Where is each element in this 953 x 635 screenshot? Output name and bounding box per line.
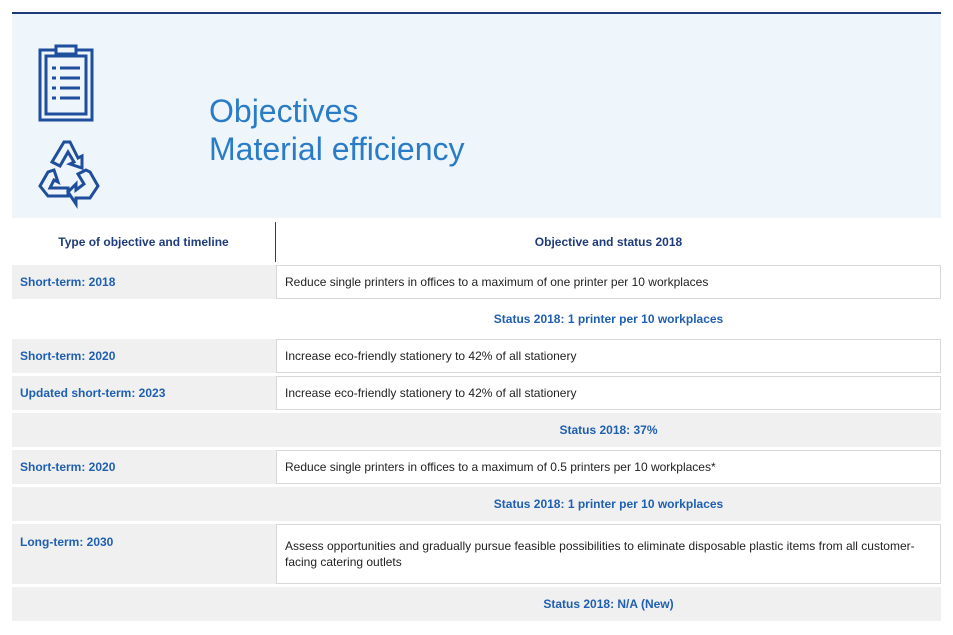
status-row: Status 2018: N/A (New) — [12, 587, 941, 621]
column-header: Type of objective and timeline — [12, 222, 276, 262]
objective-row: Long-term: 2030 Assess opportunities and … — [12, 524, 941, 584]
objective-text: Assess opportunities and gradually pursu… — [276, 524, 941, 584]
recycle-icon — [49, 140, 84, 171]
column-header: Objective and status 2018 — [534, 235, 683, 249]
table: Type of objective and timeline Objective… — [12, 222, 941, 621]
status-row: Status 2018: 1 printer per 10 workplaces — [12, 487, 941, 521]
clipboard-icon — [38, 48, 94, 122]
icons — [38, 44, 100, 209]
objective-type: Short-term: 2020 — [12, 339, 276, 373]
status-text: Status 2018: 1 printer per 10 workplaces — [493, 497, 724, 511]
title-line: Objectives — [209, 93, 359, 129]
objective-text: Reduce single printers in offices to a m… — [276, 265, 941, 299]
objective-text: Increase eco-friendly stationery to 42% … — [276, 339, 941, 373]
status-text: Status 2018: N/A (New) — [543, 597, 674, 611]
title: Objectives Material efficiency — [209, 92, 465, 168]
status-text: Status 2018: 1 printer per 10 workplaces — [493, 312, 724, 326]
title-line: Material efficiency — [209, 131, 465, 167]
banner: Objectives Material efficiency — [12, 14, 941, 218]
objective-type: Long-term: 2030 — [12, 524, 276, 584]
header-row: Type of objective and timeline Objective… — [12, 222, 941, 262]
objective-type: Short-term: 2020 — [12, 450, 276, 484]
objective-row: Short-term: 2020 Reduce single printers i… — [12, 450, 941, 484]
objective-text: Increase eco-friendly stationery to 42% … — [276, 376, 941, 410]
status-row: Status 2018: 37% — [12, 413, 941, 447]
objective-row: Short-term: 2018 Reduce single printers i… — [12, 265, 941, 299]
status-text: Status 2018: 37% — [559, 423, 658, 437]
status-row: Status 2018: 1 printer per 10 workplaces — [12, 302, 941, 336]
objective-text: Reduce single printers in offices to a m… — [276, 450, 941, 484]
objective-row: Short-term: 2020 Increase eco-friendly st… — [12, 339, 941, 373]
objective-row: Updated short-term: 2023 Increase eco-fri… — [12, 376, 941, 410]
top-rule — [12, 12, 941, 14]
objective-type: Short-term: 2018 — [12, 265, 276, 299]
objective-type: Updated short-term: 2023 — [12, 376, 276, 410]
